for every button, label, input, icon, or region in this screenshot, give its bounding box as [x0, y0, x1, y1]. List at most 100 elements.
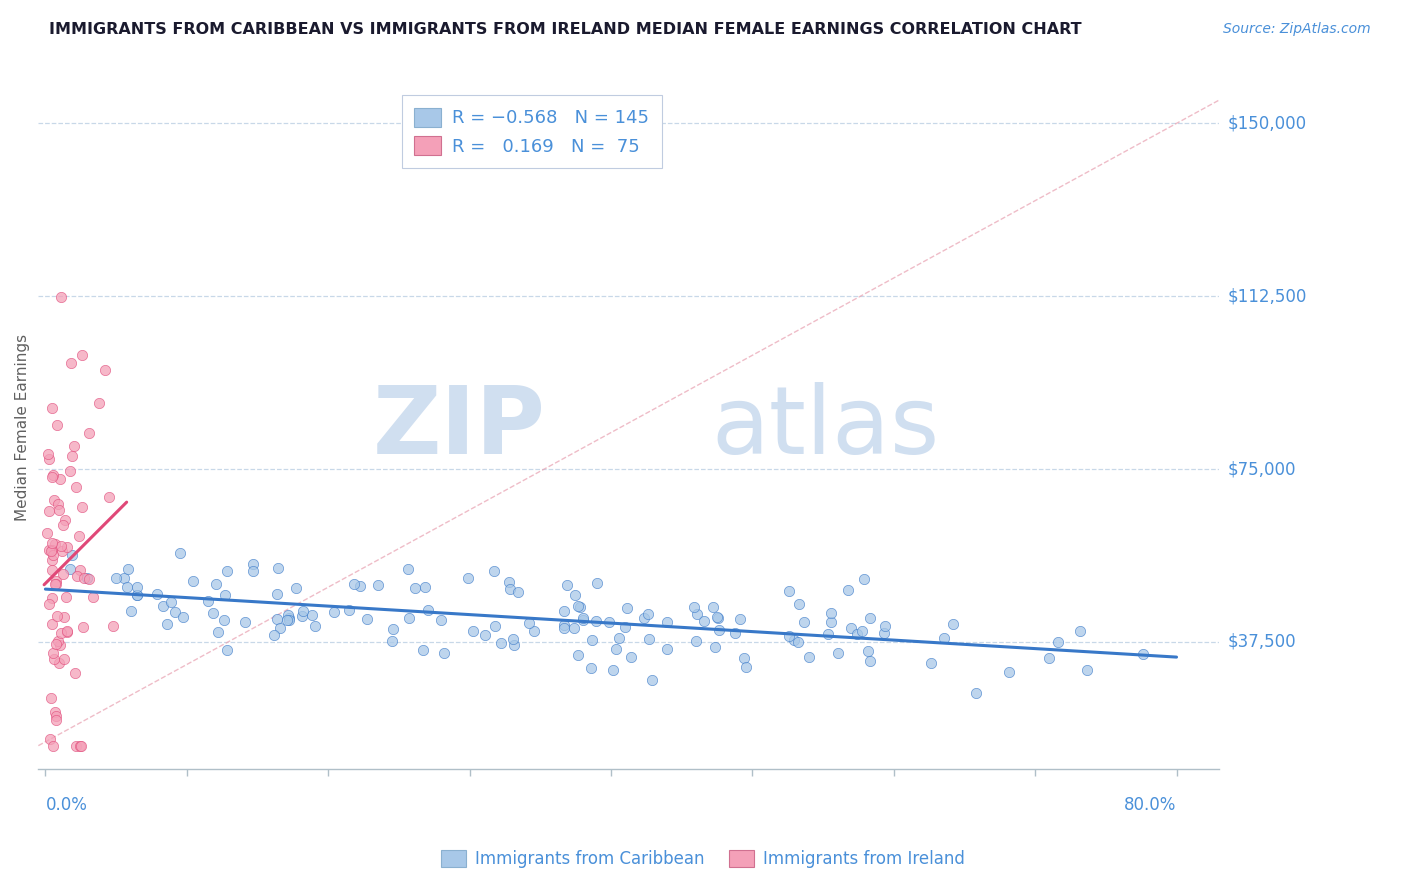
- Point: [381, 622, 404, 636]
- Point: [474, 628, 496, 642]
- Text: 80.0%: 80.0%: [1125, 797, 1177, 814]
- Point: [859, 611, 882, 625]
- Point: [285, 581, 308, 595]
- Point: [489, 636, 512, 650]
- Point: [214, 588, 236, 602]
- Point: [702, 599, 724, 614]
- Point: [873, 618, 896, 632]
- Point: [197, 594, 219, 608]
- Point: [1076, 664, 1098, 678]
- Point: [920, 656, 942, 670]
- Point: [398, 611, 420, 625]
- Point: [51, 543, 73, 558]
- Point: [609, 632, 631, 646]
- Point: [1047, 635, 1070, 649]
- Point: [45, 713, 67, 727]
- Point: [37, 447, 59, 461]
- Point: [620, 649, 643, 664]
- Point: [820, 606, 842, 620]
- Point: [101, 619, 124, 633]
- Text: $112,500: $112,500: [1227, 287, 1306, 305]
- Point: [707, 610, 730, 624]
- Point: [39, 544, 62, 558]
- Point: [463, 624, 485, 639]
- Point: [367, 578, 389, 592]
- Point: [502, 638, 524, 652]
- Point: [827, 646, 849, 660]
- Point: [322, 605, 344, 619]
- Point: [39, 731, 62, 746]
- Point: [42, 652, 65, 666]
- Point: [337, 602, 360, 616]
- Point: [778, 584, 800, 599]
- Point: [786, 635, 808, 649]
- Point: [845, 627, 868, 641]
- Point: [616, 601, 638, 615]
- Point: [82, 590, 104, 604]
- Point: [555, 578, 578, 592]
- Point: [73, 571, 96, 585]
- Text: $37,500: $37,500: [1227, 633, 1296, 651]
- Point: [125, 580, 148, 594]
- Point: [212, 613, 235, 627]
- Point: [41, 401, 63, 416]
- Point: [853, 572, 876, 586]
- Text: 0.0%: 0.0%: [45, 797, 87, 814]
- Point: [94, 363, 117, 377]
- Point: [46, 633, 69, 648]
- Point: [728, 612, 751, 626]
- Point: [291, 609, 314, 624]
- Point: [45, 709, 67, 723]
- Point: [41, 552, 63, 566]
- Point: [217, 642, 239, 657]
- Point: [46, 608, 69, 623]
- Point: [42, 646, 65, 660]
- Point: [56, 541, 79, 555]
- Point: [46, 497, 69, 511]
- Point: [586, 576, 609, 591]
- Point: [579, 660, 602, 674]
- Point: [683, 600, 706, 615]
- Point: [851, 624, 873, 638]
- Point: [45, 637, 67, 651]
- Point: [598, 615, 620, 630]
- Point: [35, 525, 58, 540]
- Text: IMMIGRANTS FROM CARIBBEAN VS IMMIGRANTS FROM IRELAND MEDIAN FEMALE EARNINGS CORR: IMMIGRANTS FROM CARIBBEAN VS IMMIGRANTS …: [49, 22, 1081, 37]
- Point: [70, 739, 93, 753]
- Point: [38, 452, 60, 467]
- Point: [724, 626, 747, 640]
- Point: [52, 652, 75, 666]
- Point: [343, 577, 366, 591]
- Point: [77, 572, 100, 586]
- Legend: Immigrants from Caribbean, Immigrants from Ireland: Immigrants from Caribbean, Immigrants fr…: [434, 843, 972, 875]
- Point: [65, 665, 87, 680]
- Text: $150,000: $150,000: [1227, 114, 1306, 132]
- Point: [581, 632, 603, 647]
- Point: [172, 610, 194, 624]
- Point: [156, 616, 179, 631]
- Point: [655, 642, 678, 657]
- Point: [571, 613, 593, 627]
- Point: [1038, 650, 1060, 665]
- Point: [49, 539, 72, 553]
- Point: [120, 604, 142, 618]
- Y-axis label: Median Female Earnings: Median Female Earnings: [15, 334, 30, 521]
- Point: [205, 577, 228, 591]
- Point: [125, 588, 148, 602]
- Point: [278, 611, 301, 625]
- Point: [301, 608, 323, 623]
- Point: [38, 503, 60, 517]
- Point: [356, 612, 378, 626]
- Point: [291, 604, 314, 618]
- Point: [932, 631, 955, 645]
- Point: [45, 577, 67, 591]
- Point: [63, 439, 86, 453]
- Point: [641, 673, 664, 687]
- Point: [942, 616, 965, 631]
- Point: [55, 591, 77, 605]
- Point: [429, 613, 451, 627]
- Point: [839, 622, 862, 636]
- Point: [277, 607, 299, 622]
- Point: [233, 615, 256, 629]
- Point: [856, 644, 879, 658]
